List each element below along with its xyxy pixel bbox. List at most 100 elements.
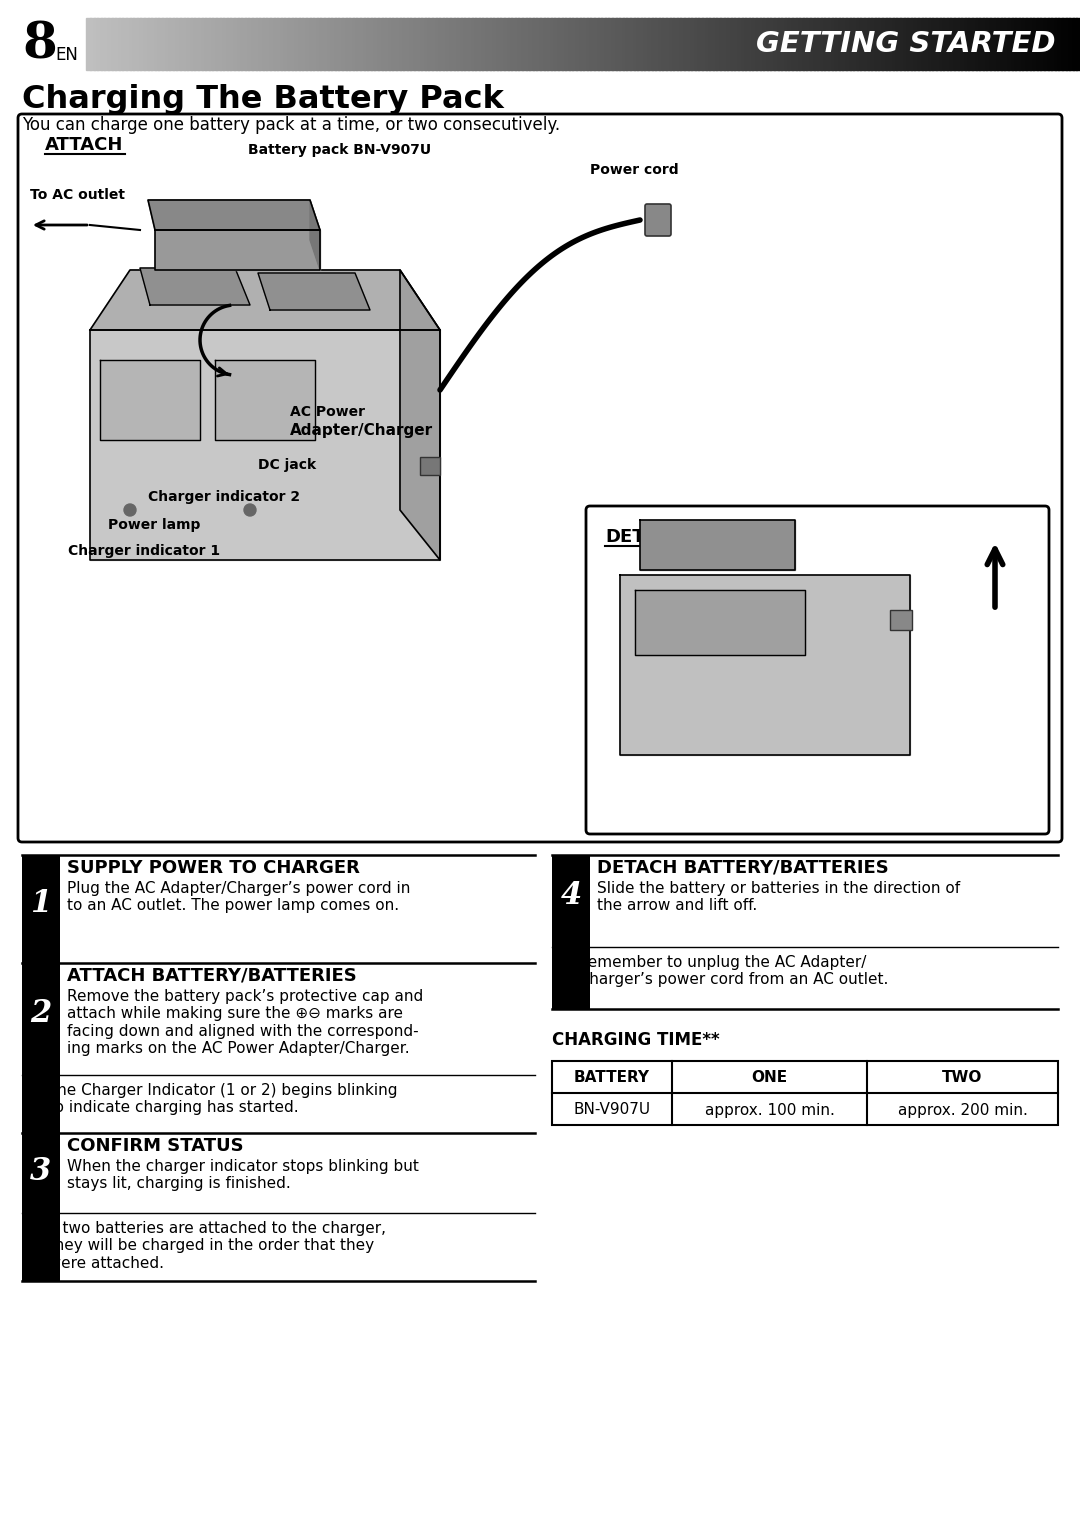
Bar [731,18,735,71]
Bar [378,18,382,71]
Bar [151,18,156,71]
Bar [424,18,430,71]
Bar [144,18,149,71]
Bar [310,18,314,71]
Bar [569,18,573,71]
Bar [478,18,484,71]
Bar [630,18,635,71]
Bar [170,18,174,71]
Text: Charger indicator 1: Charger indicator 1 [68,544,220,558]
Bar [108,18,112,71]
Text: BATTERY: BATTERY [573,1070,650,1085]
Bar [62,18,66,71]
Bar [1008,18,1013,71]
Bar [457,18,462,71]
Bar [446,18,451,71]
Bar [245,18,249,71]
Bar [656,18,660,71]
Text: approx. 100 min.: approx. 100 min. [704,1102,835,1118]
Bar [623,18,627,71]
Text: To AC outlet: To AC outlet [30,189,125,202]
Text: 1: 1 [30,888,52,918]
Bar [420,457,440,475]
Bar [105,18,109,71]
Bar [552,1061,1058,1125]
Text: ATTACH: ATTACH [45,136,123,153]
Bar [504,18,509,71]
Text: Battery pack BN-V907U: Battery pack BN-V907U [248,143,431,156]
Bar [796,18,800,71]
Bar [918,18,922,71]
Bar [738,18,743,71]
Bar [90,18,95,71]
Bar [626,18,631,71]
Bar [396,18,401,71]
Bar [97,18,102,71]
Bar [22,1133,60,1208]
Bar [11,18,15,71]
Bar [94,18,98,71]
Bar [1012,18,1016,71]
Bar [602,18,606,71]
Text: EN: EN [55,46,78,64]
Bar [680,18,685,71]
Bar [342,18,347,71]
Bar [256,18,260,71]
Bar [972,18,976,71]
Bar [187,18,192,71]
Bar [76,18,80,71]
Bar [961,18,966,71]
Bar [14,18,19,71]
Bar [872,18,876,71]
Bar [176,18,181,71]
Bar [691,18,696,71]
Bar [785,18,789,71]
Bar [180,18,185,71]
Bar [22,855,60,1282]
Bar [54,18,58,71]
Bar [591,18,595,71]
Bar [1055,18,1059,71]
Bar [694,18,700,71]
Text: Charging The Battery Pack: Charging The Battery Pack [22,84,504,115]
Text: approx. 200 min.: approx. 200 min. [897,1102,1027,1118]
Bar [349,18,354,71]
Bar [526,18,530,71]
Bar [224,18,228,71]
Polygon shape [90,270,440,330]
Bar [313,18,318,71]
Text: When the charger indicator stops blinking but
stays lit, charging is finished.: When the charger indicator stops blinkin… [67,1159,419,1191]
Bar [551,18,555,71]
Bar [846,18,851,71]
Text: AC Power: AC Power [291,405,365,419]
Polygon shape [258,273,370,310]
Bar [792,18,797,71]
Bar [710,18,714,71]
Bar [0,18,4,71]
Bar [173,18,177,71]
Bar [511,18,516,71]
Text: TWO: TWO [943,1070,983,1085]
Bar [936,18,941,71]
Bar [890,610,912,630]
Bar [418,18,422,71]
Polygon shape [148,199,320,230]
Bar [386,18,390,71]
Bar [22,855,60,950]
Text: DC jack: DC jack [258,458,316,472]
Bar [940,18,944,71]
Bar [292,18,296,71]
FancyBboxPatch shape [645,204,671,236]
Bar [1026,18,1030,71]
Bar [745,18,750,71]
Text: • Remember to unplug the AC Adapter/
   Charger’s power cord from an AC outlet.: • Remember to unplug the AC Adapter/ Cha… [564,955,889,987]
Bar [716,18,721,71]
Text: Charger indicator 2: Charger indicator 2 [148,491,300,504]
Bar [8,18,12,71]
Circle shape [124,504,136,517]
Bar [947,18,951,71]
Bar [896,18,901,71]
Text: • The Charger Indicator (1 or 2) begins blinking
   to indicate charging has sta: • The Charger Indicator (1 or 2) begins … [33,1082,397,1116]
Bar [18,18,23,71]
Text: CHARGING TIME**: CHARGING TIME** [552,1032,719,1049]
